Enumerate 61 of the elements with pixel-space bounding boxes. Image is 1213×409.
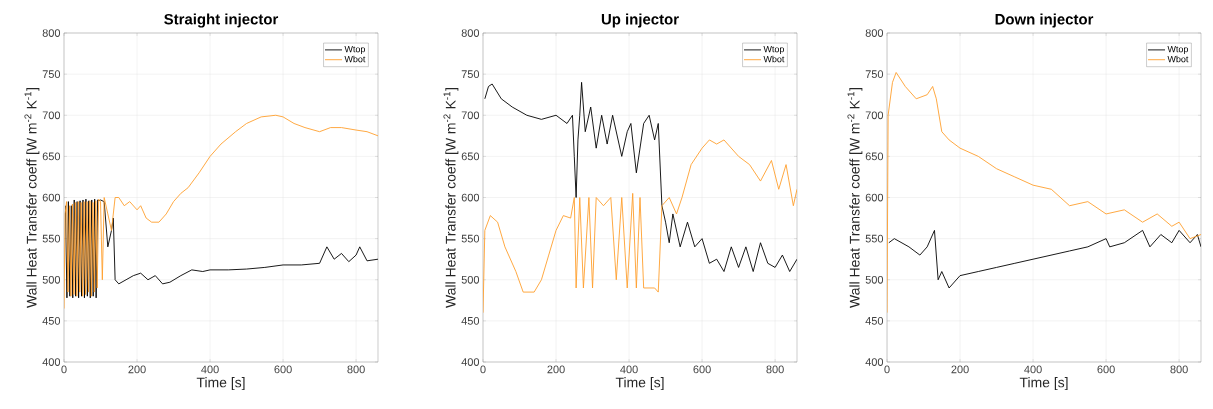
y-tick-label: 400 <box>461 358 480 366</box>
legend-label: Wtop <box>344 46 366 55</box>
y-tick-label: 700 <box>865 111 884 120</box>
y-tick-label: 550 <box>461 234 480 243</box>
x-tick-label: 600 <box>274 365 292 374</box>
x-axis-title: Time [s] <box>615 377 664 391</box>
y-tick-label: 650 <box>42 152 61 161</box>
x-tick-label: 0 <box>884 365 890 374</box>
y-tick-label: 650 <box>461 152 480 161</box>
y-tick-label: 450 <box>865 317 884 325</box>
y-tick-label: 700 <box>42 111 61 120</box>
y-tick-label: 500 <box>461 275 480 284</box>
y-tick-label: 600 <box>42 193 61 202</box>
y-tick-label: 500 <box>42 275 61 284</box>
y-tick-label: 700 <box>461 111 480 120</box>
x-tick-label: 600 <box>693 365 711 374</box>
y-tick-label: 750 <box>865 70 884 79</box>
chart-title: Up injector <box>601 13 679 28</box>
y-tick-label: 400 <box>865 358 884 366</box>
y-tick-label: 750 <box>42 70 61 79</box>
legend-label: Wbot <box>763 55 785 63</box>
line-series <box>64 114 378 309</box>
x-tick-label: 600 <box>1097 365 1115 374</box>
y-axis-title: Wall Heat Transfer coeff [W m$^{-2}$ K$^{-1}$] <box>847 88 863 308</box>
x-tick-label: 800 <box>347 365 365 374</box>
x-tick-label: 800 <box>1170 365 1188 374</box>
legend-label: Wtop <box>763 46 785 55</box>
y-tick-label: 500 <box>865 275 884 284</box>
legend-label: Wbot <box>1167 55 1189 63</box>
y-tick-label: 550 <box>865 234 884 243</box>
y-tick-label: 600 <box>461 193 480 202</box>
y-tick-label: 750 <box>461 70 480 79</box>
legend-label: Wbot <box>344 55 366 63</box>
x-tick-label: 200 <box>547 365 565 374</box>
x-axis-title: Time [s] <box>1019 377 1068 391</box>
line-series <box>484 81 797 272</box>
y-tick-label: 800 <box>865 29 884 37</box>
x-tick-label: 0 <box>61 365 67 374</box>
y-tick-label: 650 <box>865 152 884 161</box>
x-tick-label: 0 <box>480 365 486 374</box>
x-tick-label: 200 <box>128 365 146 374</box>
y-tick-label: 450 <box>42 317 61 325</box>
x-axis-title: Time [s] <box>196 377 245 391</box>
y-axis-title: Wall Heat Transfer coeff [W m$^{-2}$ K$^{-1}$] <box>24 88 40 308</box>
x-tick-label: 400 <box>201 365 219 374</box>
line-series <box>887 72 1202 314</box>
x-tick-label: 800 <box>766 365 784 374</box>
y-tick-label: 600 <box>865 193 884 202</box>
legend-label: Wtop <box>1167 46 1189 55</box>
line-series <box>483 139 797 314</box>
chart-title: Down injector <box>995 13 1094 28</box>
x-tick-label: 200 <box>951 365 969 374</box>
y-tick-label: 800 <box>42 29 61 37</box>
y-tick-label: 800 <box>461 29 480 37</box>
chart-title: Straight injector <box>164 13 279 28</box>
y-tick-label: 450 <box>461 317 480 325</box>
y-tick-label: 400 <box>42 358 61 366</box>
y-axis-title: Wall Heat Transfer coeff [W m$^{-2}$ K$^{-1}$] <box>443 88 459 308</box>
x-tick-label: 400 <box>620 365 638 374</box>
x-tick-label: 400 <box>1024 365 1042 374</box>
y-tick-label: 550 <box>42 234 61 243</box>
